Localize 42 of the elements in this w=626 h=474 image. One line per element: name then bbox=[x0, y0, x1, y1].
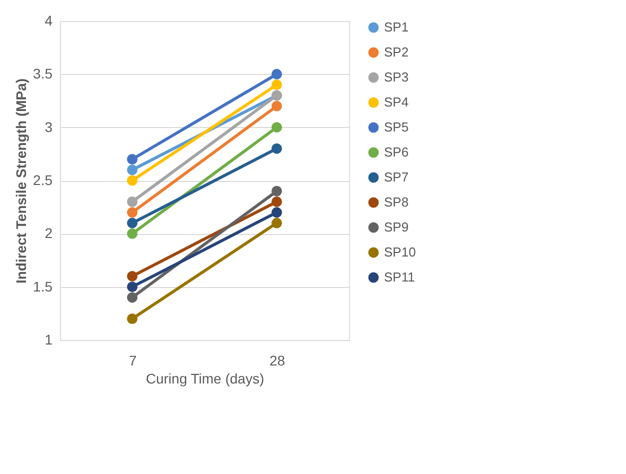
y-tick-label: 2 bbox=[44, 225, 53, 242]
point bbox=[127, 175, 138, 186]
point bbox=[127, 207, 138, 218]
point bbox=[272, 80, 282, 90]
legend-label: SP2 bbox=[384, 44, 409, 60]
legend-label: SP11 bbox=[384, 270, 415, 284]
legend-label: SP9 bbox=[384, 220, 409, 234]
y-tick-label: 4 bbox=[44, 12, 53, 28]
point bbox=[127, 314, 138, 324]
point bbox=[272, 196, 282, 207]
x-tick-label: 28 bbox=[269, 352, 286, 368]
legend-label: SP7 bbox=[384, 170, 409, 184]
legend-label: SP1 bbox=[384, 20, 409, 34]
point bbox=[127, 164, 138, 176]
x-tick-label: 7 bbox=[128, 352, 137, 368]
legend-label: SP6 bbox=[384, 144, 409, 160]
point bbox=[272, 122, 282, 133]
point bbox=[127, 218, 138, 228]
point bbox=[127, 282, 138, 292]
point bbox=[127, 270, 138, 282]
y-tick-label: 3.5 bbox=[33, 66, 53, 82]
point bbox=[272, 218, 282, 228]
legend-label: SP10 bbox=[384, 244, 416, 260]
legend-label: SP5 bbox=[384, 120, 409, 134]
point bbox=[127, 196, 138, 207]
point bbox=[127, 154, 138, 164]
legend-label: SP4 bbox=[384, 94, 409, 110]
legend-label: SP8 bbox=[384, 194, 409, 210]
point bbox=[272, 207, 282, 218]
legend-label: SP3 bbox=[384, 70, 409, 84]
y-axis-title: Indirect Tensile Strength (MPa) bbox=[13, 78, 30, 284]
point bbox=[127, 228, 138, 239]
point bbox=[272, 100, 282, 112]
x-axis-title: Curing Time (days) bbox=[146, 370, 264, 386]
point bbox=[272, 143, 282, 154]
y-tick-label: 1.5 bbox=[33, 278, 53, 294]
point bbox=[127, 292, 138, 303]
y-tick-label: 1 bbox=[44, 332, 53, 348]
point bbox=[272, 68, 282, 80]
y-tick-label: 2.5 bbox=[33, 172, 53, 188]
y-tick-label: 3 bbox=[44, 118, 53, 135]
point bbox=[272, 186, 282, 196]
